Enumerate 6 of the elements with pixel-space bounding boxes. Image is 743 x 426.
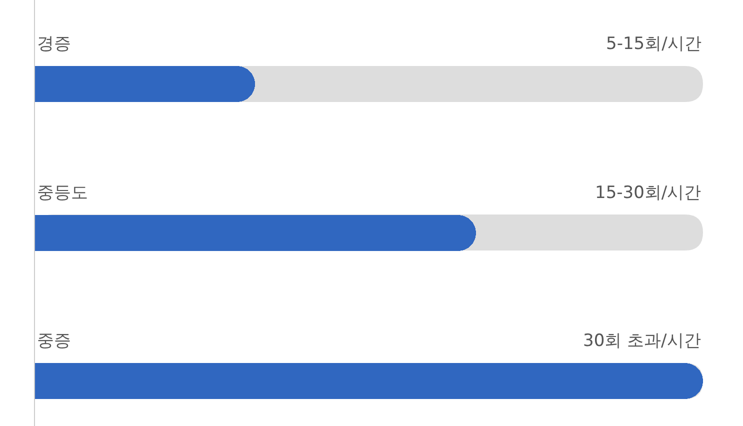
y-tick-label: 중등도 — [37, 183, 88, 203]
y-tick-label: 중증 — [37, 331, 71, 351]
annotation: 30회 초과/시간 — [583, 331, 701, 351]
y-tick-label: 경증 — [37, 34, 71, 54]
annotation: 5-15회/시간 — [606, 34, 702, 54]
annotation: 15-30회/시간 — [595, 183, 702, 203]
